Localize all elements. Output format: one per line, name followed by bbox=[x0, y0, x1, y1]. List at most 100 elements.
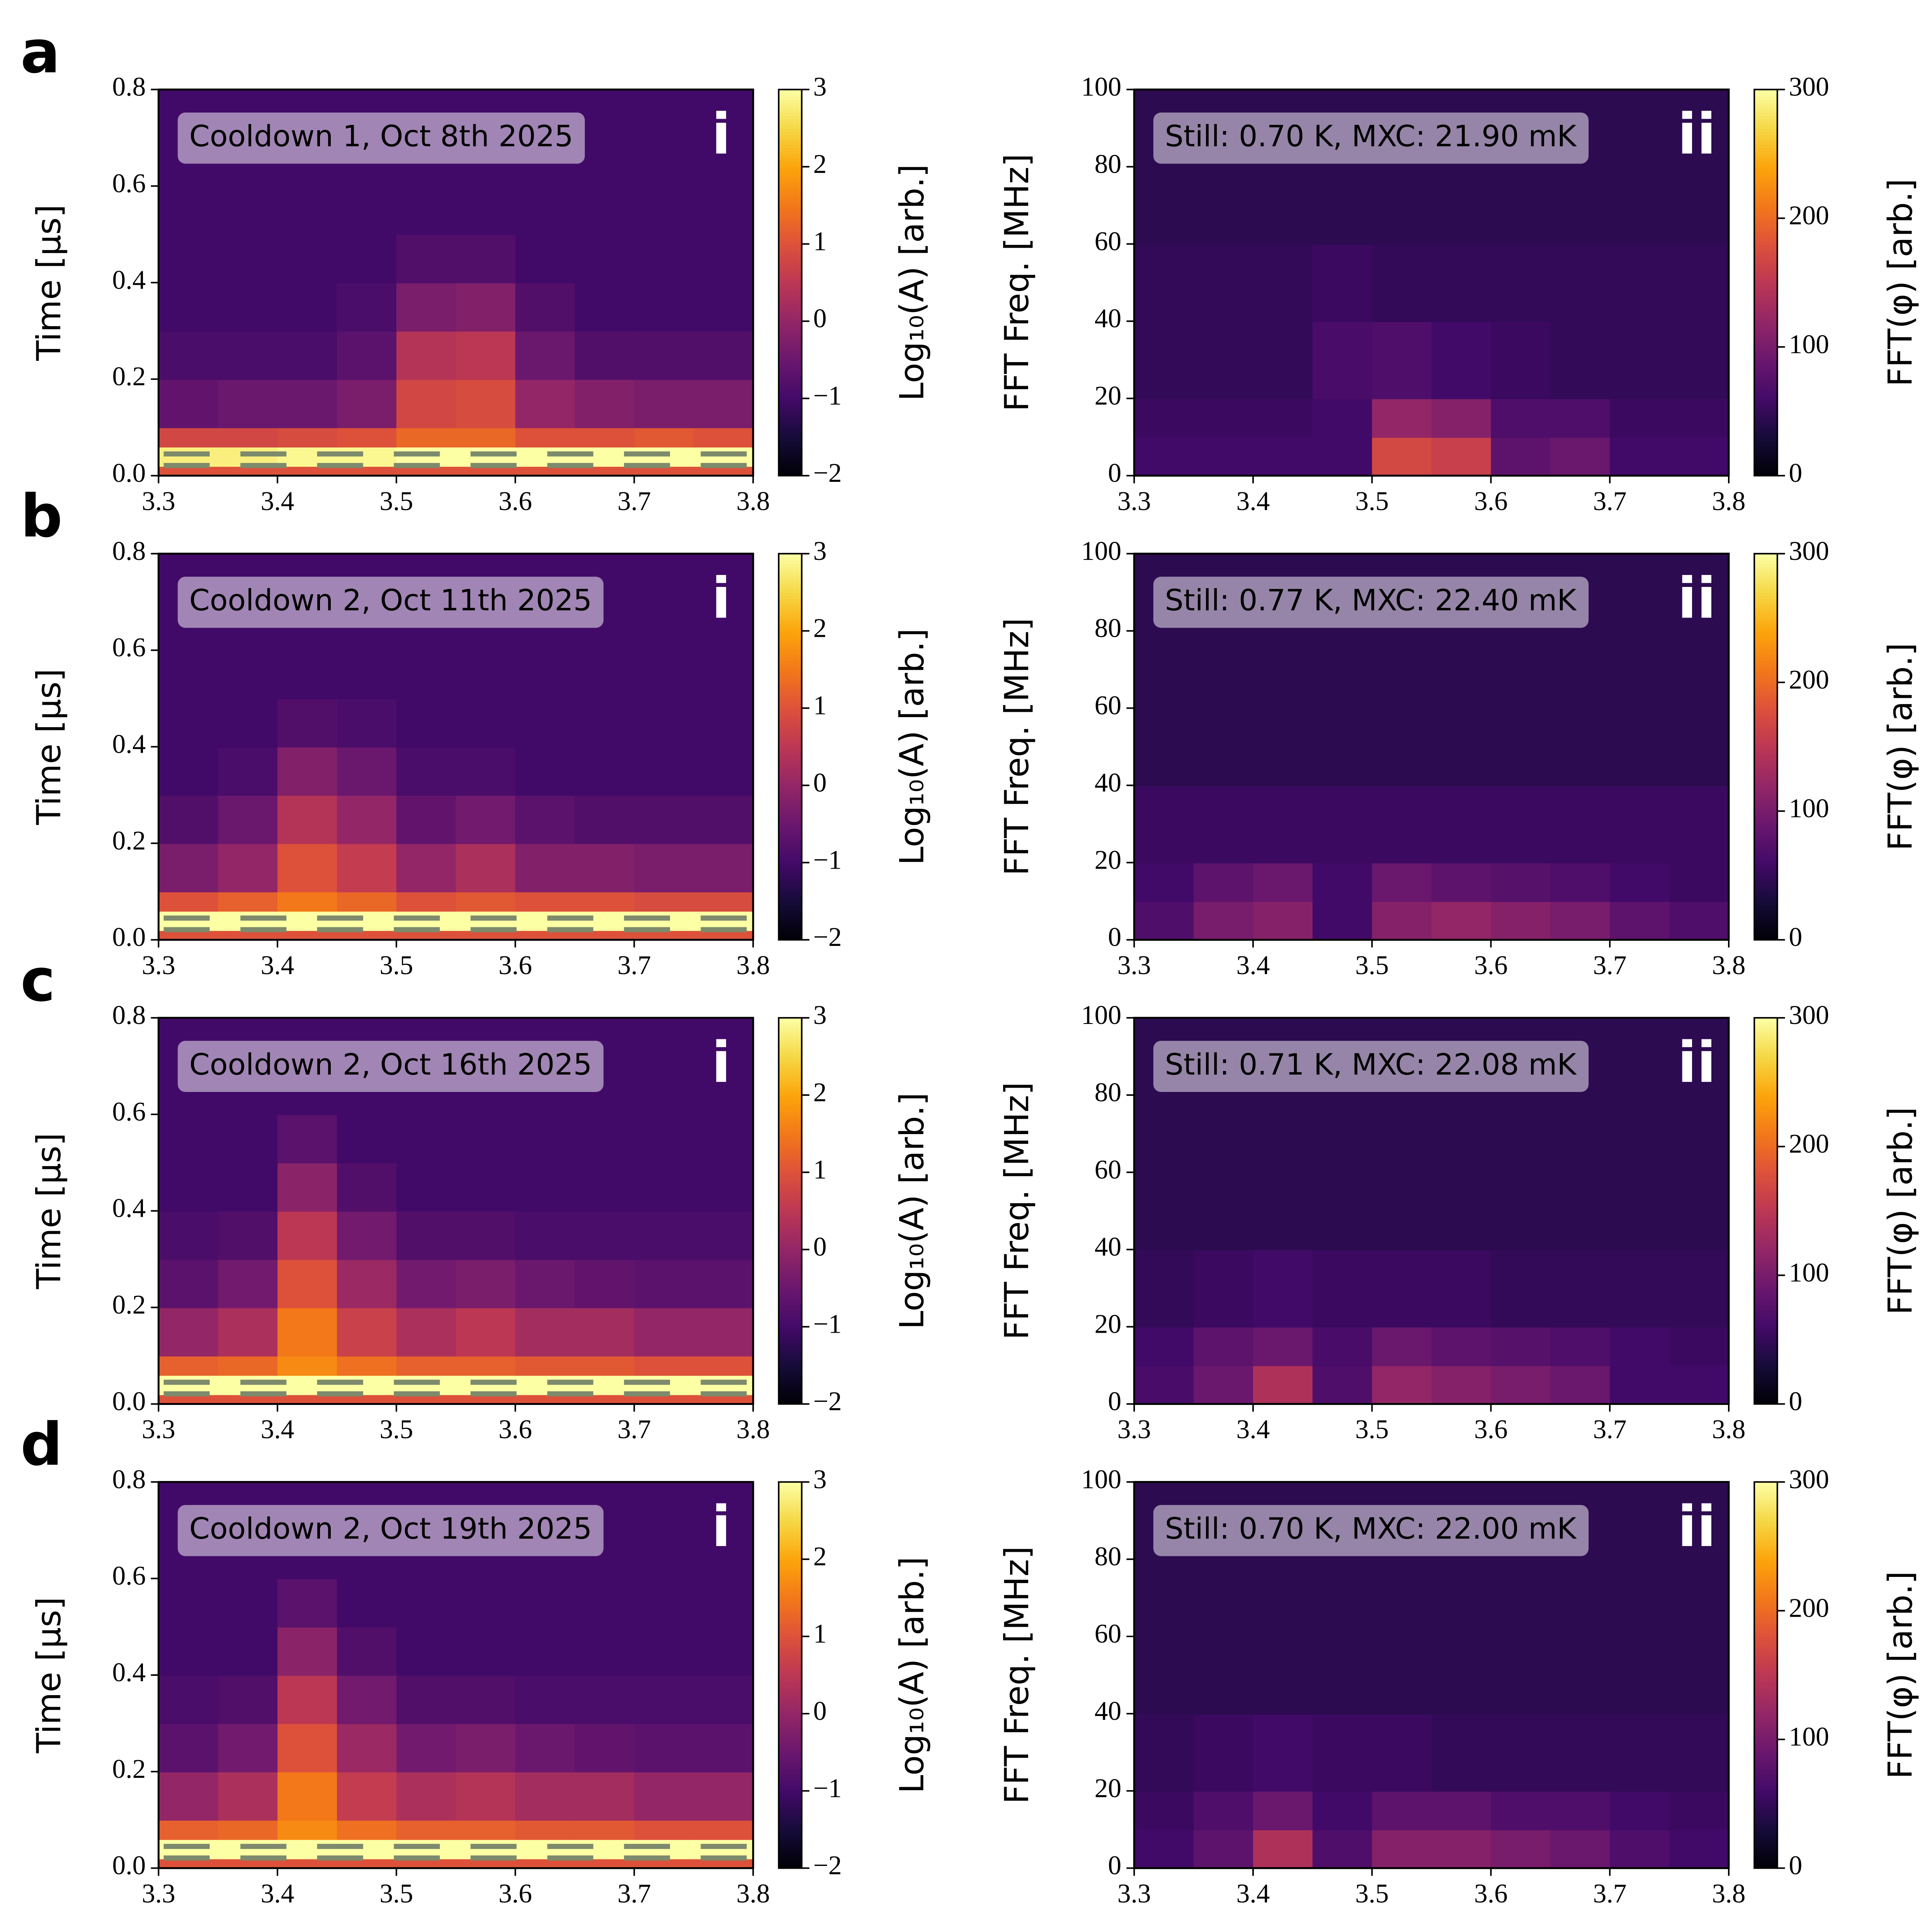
colorbar-swatch bbox=[779, 1836, 802, 1840]
colorbar-swatch bbox=[1754, 305, 1777, 309]
heatmap-cell bbox=[396, 1820, 457, 1840]
heatmap-cell bbox=[456, 1162, 516, 1212]
colorbar-swatch bbox=[779, 837, 802, 841]
heatmap-cell bbox=[634, 1482, 695, 1580]
colorbar-swatch bbox=[779, 1050, 802, 1054]
heatmap-cell bbox=[158, 1820, 219, 1840]
colorbar-swatch bbox=[779, 1672, 802, 1676]
heatmap-cell bbox=[1194, 708, 1254, 786]
colorbar-swatch bbox=[779, 685, 802, 690]
heatmap-cell bbox=[277, 331, 338, 380]
colorbar-swatch bbox=[779, 1060, 802, 1064]
heatmap-cell bbox=[337, 234, 397, 284]
colorbar-swatch bbox=[779, 1752, 802, 1756]
heatmap-cell bbox=[1610, 1095, 1670, 1173]
colorbar-swatch bbox=[1754, 1040, 1777, 1044]
heatmap-cell bbox=[1550, 1095, 1611, 1173]
colorbar-swatch bbox=[779, 1775, 802, 1779]
heatmap-cell bbox=[1550, 862, 1611, 902]
heatmap-cell bbox=[396, 1627, 457, 1676]
colorbar-swatch bbox=[1754, 682, 1777, 686]
heatmap-cell bbox=[277, 1307, 338, 1357]
colorbar-swatch bbox=[779, 344, 802, 348]
colorbar-swatch bbox=[1754, 1672, 1777, 1676]
heatmap-cell bbox=[1610, 862, 1670, 902]
colorbar-swatch bbox=[1754, 1530, 1777, 1534]
heatmap-cell bbox=[1253, 785, 1313, 864]
colorbar-swatch bbox=[779, 1375, 802, 1379]
colorbar-swatch bbox=[779, 1842, 802, 1847]
y-tick-label: 60 bbox=[1095, 1619, 1121, 1649]
colorbar-swatch bbox=[779, 1372, 802, 1376]
heatmap-cell bbox=[1431, 631, 1492, 709]
colorbar-swatch bbox=[779, 589, 802, 593]
colorbar-swatch bbox=[779, 923, 802, 928]
x-tick-label: 3.4 bbox=[1236, 1879, 1270, 1908]
colorbar-swatch bbox=[779, 1488, 802, 1492]
colorbar-swatch bbox=[779, 286, 802, 290]
heatmap-cell bbox=[1312, 631, 1373, 709]
colorbar-swatch bbox=[1754, 173, 1777, 177]
y-tick-label: 80 bbox=[1095, 614, 1121, 643]
colorbar-swatch bbox=[779, 408, 802, 412]
colorbar-swatch bbox=[1754, 1659, 1777, 1663]
colorbar-swatch bbox=[1754, 1533, 1777, 1537]
colorbar-label: FFT(φ) [arb.] bbox=[1881, 1571, 1920, 1779]
colorbar-swatch bbox=[779, 714, 802, 719]
heatmap-cell bbox=[694, 1771, 753, 1821]
colorbar-swatch bbox=[779, 1504, 802, 1509]
colorbar-swatch bbox=[779, 1720, 802, 1724]
colorbar-swatch bbox=[1754, 766, 1777, 770]
heatmap-cell bbox=[1253, 398, 1313, 438]
colorbar-swatch bbox=[779, 1765, 802, 1769]
colorbar-swatch bbox=[779, 1243, 802, 1247]
colorbar-swatch bbox=[1754, 750, 1777, 754]
x-tick-label: 3.3 bbox=[142, 1415, 175, 1444]
colorbar-swatch bbox=[1754, 121, 1777, 126]
heatmap-cell bbox=[396, 427, 457, 448]
heatmap-cell bbox=[158, 843, 219, 893]
heatmap-cell bbox=[1372, 631, 1432, 709]
colorbar-swatch bbox=[779, 1156, 802, 1160]
colorbar-swatch bbox=[1754, 914, 1777, 918]
colorbar-swatch bbox=[1754, 1507, 1777, 1512]
colorbar-tick-label: 2 bbox=[813, 149, 827, 179]
colorbar-swatch bbox=[1754, 1265, 1777, 1270]
colorbar-swatch bbox=[779, 276, 802, 280]
colorbar-swatch bbox=[779, 1185, 802, 1189]
colorbar-swatch bbox=[779, 1092, 802, 1096]
colorbar-swatch bbox=[779, 885, 802, 889]
heatmap-cell bbox=[1550, 1365, 1611, 1404]
colorbar-swatch bbox=[779, 395, 802, 399]
heatmap-cell bbox=[515, 1820, 576, 1840]
colorbar-tick-label: 0 bbox=[813, 1696, 827, 1726]
x-tick-label: 3.6 bbox=[498, 486, 532, 516]
colorbar-swatch bbox=[779, 1569, 802, 1573]
x-tick-label: 3.3 bbox=[142, 951, 175, 980]
colorbar-swatch bbox=[779, 1797, 802, 1801]
heatmap-cell bbox=[1194, 785, 1254, 864]
colorbar-swatch bbox=[1754, 282, 1777, 287]
colorbar-swatch bbox=[779, 173, 802, 177]
heatmap-cell bbox=[277, 1675, 338, 1724]
colorbar-swatch bbox=[1754, 1195, 1777, 1199]
colorbar-swatch bbox=[779, 443, 802, 447]
colorbar-swatch bbox=[1754, 846, 1777, 850]
colorbar-swatch bbox=[1754, 917, 1777, 921]
heatmap-cell bbox=[456, 650, 516, 699]
colorbar-swatch bbox=[779, 1562, 802, 1566]
heatmap-cell bbox=[1669, 1172, 1729, 1250]
colorbar-swatch bbox=[1754, 1153, 1777, 1157]
colorbar-swatch bbox=[779, 566, 802, 571]
panel-marker: ii bbox=[1677, 102, 1716, 167]
heatmap-cell bbox=[634, 795, 695, 844]
colorbar-swatch bbox=[779, 1327, 802, 1331]
colorbar-swatch bbox=[1754, 579, 1777, 583]
heatmap-cell bbox=[694, 698, 753, 748]
colorbar-swatch bbox=[779, 1520, 802, 1525]
colorbar-swatch bbox=[1754, 1047, 1777, 1051]
colorbar-swatch bbox=[1754, 1304, 1777, 1308]
colorbar-swatch bbox=[1754, 1394, 1777, 1398]
colorbar-swatch bbox=[1754, 1739, 1777, 1743]
colorbar-swatch bbox=[1754, 599, 1777, 603]
